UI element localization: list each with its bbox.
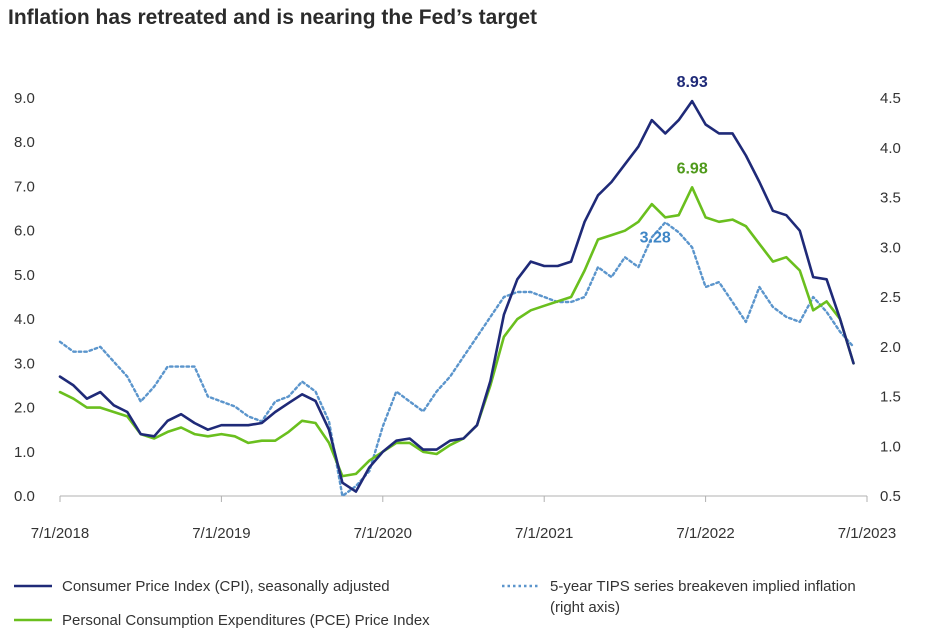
y-right-tick-label: 0.5: [880, 488, 901, 505]
series-lines: [58, 99, 855, 498]
y-left-tick-label: 7.0: [14, 178, 35, 195]
y-left-tick-label: 4.0: [14, 311, 35, 328]
series-line-pce: [58, 186, 855, 478]
y-left-tick-label: 0.0: [14, 488, 35, 505]
x-tick-label: 7/1/2022: [676, 525, 734, 542]
legend-pce-label: Personal Consumption Expenditures (PCE) …: [62, 612, 430, 629]
x-tick-label: 7/1/2018: [31, 525, 89, 542]
annotation-label: 3.28: [640, 229, 671, 246]
legend-tips-label: 5-year TIPS series breakeven implied inf…: [550, 578, 856, 616]
legend-cpi-label: Consumer Price Index (CPI), seasonally a…: [62, 578, 390, 595]
y-right-tick-label: 3.5: [880, 190, 901, 207]
tick-labels: 7/1/2018 7/1/2019 7/1/2020 7/1/2021 7/1/2022…: [14, 90, 901, 542]
y-left-tick-label: 5.0: [14, 267, 35, 284]
x-tick-label: 7/1/2023: [838, 525, 896, 542]
annotation-label: 8.93: [677, 74, 708, 91]
y-left-tick-label: 9.0: [14, 90, 35, 107]
y-right-tick-label: 4.0: [880, 140, 901, 157]
x-tick-label: 7/1/2020: [354, 525, 412, 542]
series-line-tips: [58, 221, 855, 498]
axes: [59, 495, 868, 502]
y-right-tick-label: 1.0: [880, 438, 901, 455]
annotations: 8.93 6.98 3.28: [640, 74, 708, 246]
legend: Consumer Price Index (CPI), seasonally a…: [14, 578, 856, 629]
y-right-tick-label: 2.5: [880, 289, 901, 306]
y-left-tick-label: 1.0: [14, 444, 35, 461]
series-line-cpi: [58, 99, 855, 493]
y-right-tick-label: 2.0: [880, 339, 901, 356]
y-left-tick-label: 6.0: [14, 223, 35, 240]
chart-title: Inflation has retreated and is nearing t…: [8, 6, 537, 29]
y-left-tick-label: 3.0: [14, 355, 35, 372]
y-right-tick-label: 3.0: [880, 239, 901, 256]
x-tick-label: 7/1/2019: [192, 525, 250, 542]
x-tick-label: 7/1/2021: [515, 525, 573, 542]
y-left-tick-label: 8.0: [14, 134, 35, 151]
y-left-tick-label: 2.0: [14, 400, 35, 417]
annotation-label: 6.98: [677, 160, 708, 177]
y-right-tick-label: 1.5: [880, 389, 901, 406]
y-right-tick-label: 4.5: [880, 90, 901, 107]
